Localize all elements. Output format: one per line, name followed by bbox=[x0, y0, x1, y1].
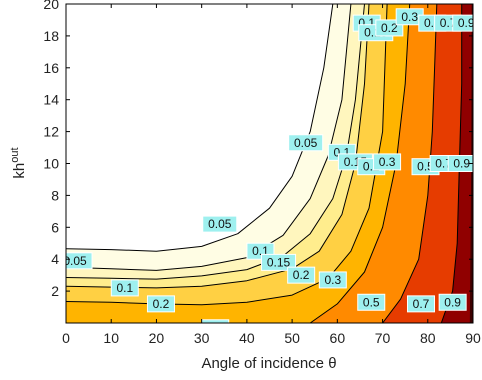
contour-label-text: 0.9 bbox=[453, 157, 470, 171]
x-tick-label: 20 bbox=[149, 330, 165, 346]
y-axis-label-base: kh bbox=[11, 163, 28, 179]
contour-label: 0.05 bbox=[63, 252, 93, 270]
contour-label-box bbox=[452, 14, 473, 32]
contour-label: 0.05 bbox=[288, 134, 324, 152]
contour-label: 0.9 bbox=[447, 155, 473, 172]
x-tick-label: 50 bbox=[284, 330, 300, 346]
contour-label-box bbox=[202, 215, 238, 233]
contour-label-box bbox=[287, 266, 316, 284]
contour-label: 0.15 bbox=[261, 253, 297, 271]
contour-fill-region bbox=[66, 4, 473, 323]
y-tick-label: 2 bbox=[51, 283, 59, 299]
y-axis-ticks: 2 4 6 8 10 12 14 16 18 20 bbox=[43, 0, 473, 299]
y-tick-label: 16 bbox=[43, 60, 59, 76]
contour-label: 0.3 bbox=[318, 271, 347, 289]
contour-label-box bbox=[318, 271, 347, 289]
contour-label-text: 0.05 bbox=[208, 217, 232, 231]
contour-fill-group bbox=[66, 4, 473, 323]
y-tick-label: 6 bbox=[51, 219, 59, 235]
contour-label: 0.2 bbox=[146, 295, 175, 313]
contour-label-text: 0.9 bbox=[458, 16, 475, 30]
contour-line bbox=[309, 4, 411, 323]
contour-line bbox=[66, 4, 388, 306]
x-axis-ticks: 0 10 20 30 40 50 60 70 80 90 bbox=[62, 4, 481, 346]
contour-line bbox=[382, 4, 438, 323]
contour-label-box bbox=[447, 155, 473, 172]
contour-label-box bbox=[438, 293, 467, 311]
contour-line bbox=[66, 4, 334, 252]
contour-label: 0.3 bbox=[373, 153, 402, 171]
contour-label-text: 0.3 bbox=[401, 10, 418, 24]
y-axis-label: khout bbox=[9, 147, 28, 178]
contour-label: 0.7 bbox=[406, 295, 435, 313]
y-tick-label: 8 bbox=[51, 187, 59, 203]
contour-label-box bbox=[357, 293, 386, 311]
y-tick-label: 20 bbox=[43, 0, 59, 12]
contour-label: 0.05 bbox=[202, 215, 238, 233]
contour-label: 0.1 bbox=[110, 279, 139, 297]
y-tick-label: 10 bbox=[43, 156, 59, 172]
x-tick-label: 10 bbox=[103, 330, 119, 346]
contour-label-box bbox=[406, 295, 435, 313]
y-axis-label-superscript: out bbox=[9, 147, 21, 162]
contour-label-text: 0.15 bbox=[267, 255, 291, 269]
contour-label-box bbox=[373, 153, 402, 171]
x-tick-label: 70 bbox=[375, 330, 391, 346]
x-tick-label: 80 bbox=[420, 330, 436, 346]
contour-label-text: 0.05 bbox=[63, 254, 87, 268]
x-tick-label: 30 bbox=[194, 330, 210, 346]
contour-label-text: 0.9 bbox=[444, 295, 461, 309]
contour-label-box bbox=[201, 319, 230, 323]
y-tick-label: 12 bbox=[43, 124, 59, 140]
contour-label-box bbox=[146, 295, 175, 313]
contour-fill-region bbox=[382, 4, 473, 323]
contour-label: 0.2 bbox=[287, 266, 316, 284]
contour-label: 0.9 bbox=[438, 293, 467, 311]
x-axis-label: Angle of incidence θ bbox=[201, 355, 336, 372]
contour-label: 0.9 bbox=[452, 14, 475, 32]
y-tick-label: 14 bbox=[43, 92, 59, 108]
contour-label-text: 0.05 bbox=[294, 136, 318, 150]
y-tick-label: 18 bbox=[43, 28, 59, 44]
contour-label-box bbox=[288, 134, 324, 152]
contour-label-text: 0.2 bbox=[293, 268, 310, 282]
x-tick-label: 40 bbox=[239, 330, 255, 346]
contour-label-box bbox=[261, 253, 297, 271]
contour-label-text: 0.5 bbox=[363, 295, 380, 309]
x-tick-label: 0 bbox=[62, 330, 70, 346]
contour-label-text: 0.3 bbox=[207, 321, 224, 335]
x-tick-label: 90 bbox=[465, 330, 481, 346]
contour-fill-region bbox=[441, 4, 473, 323]
contour-label-text: 0.2 bbox=[381, 21, 398, 35]
contour-label: 0.3 bbox=[201, 319, 230, 335]
x-tick-label: 60 bbox=[330, 330, 346, 346]
contour-label-group: 0.050.050.050.10.10.10.10.150.150.150.20… bbox=[63, 8, 475, 335]
contour-label-text: 0.7 bbox=[413, 297, 430, 311]
contour-label-text: 0.2 bbox=[153, 297, 170, 311]
contour-label-box bbox=[110, 279, 139, 297]
contour-label: 0.5 bbox=[357, 293, 386, 311]
contour-label-box bbox=[66, 252, 93, 270]
contour-label-text: 0.1 bbox=[116, 281, 133, 295]
contour-label-text: 0.3 bbox=[324, 273, 341, 287]
contour-label-text: 0.3 bbox=[379, 155, 396, 169]
y-tick-label: 4 bbox=[51, 251, 59, 267]
